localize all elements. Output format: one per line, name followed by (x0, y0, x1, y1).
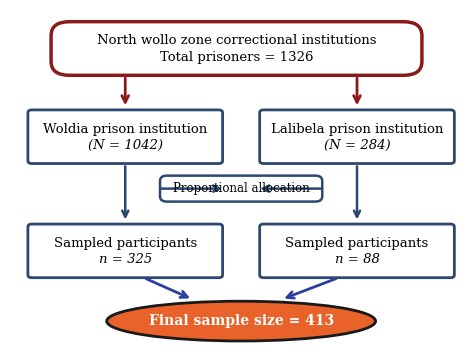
Text: Total prisoners = 1326: Total prisoners = 1326 (160, 50, 313, 64)
FancyBboxPatch shape (28, 224, 223, 278)
FancyBboxPatch shape (260, 224, 455, 278)
FancyBboxPatch shape (160, 176, 322, 202)
FancyBboxPatch shape (28, 110, 223, 163)
Text: Sampled participants: Sampled participants (53, 237, 197, 250)
Text: Proportional allocation: Proportional allocation (173, 182, 309, 195)
Text: Final sample size = 413: Final sample size = 413 (149, 314, 334, 328)
Text: Sampled participants: Sampled participants (285, 237, 429, 250)
Text: Woldia prison institution: Woldia prison institution (43, 122, 207, 136)
Text: n = 88: n = 88 (334, 253, 379, 266)
Text: Lalibela prison institution: Lalibela prison institution (271, 122, 443, 136)
FancyBboxPatch shape (51, 22, 422, 75)
Ellipse shape (107, 301, 376, 341)
Text: (N = 1042): (N = 1042) (88, 139, 163, 152)
FancyBboxPatch shape (260, 110, 455, 163)
Text: North wollo zone correctional institutions: North wollo zone correctional institutio… (97, 34, 376, 47)
Text: n = 325: n = 325 (99, 253, 152, 266)
Text: (N = 284): (N = 284) (324, 139, 390, 152)
